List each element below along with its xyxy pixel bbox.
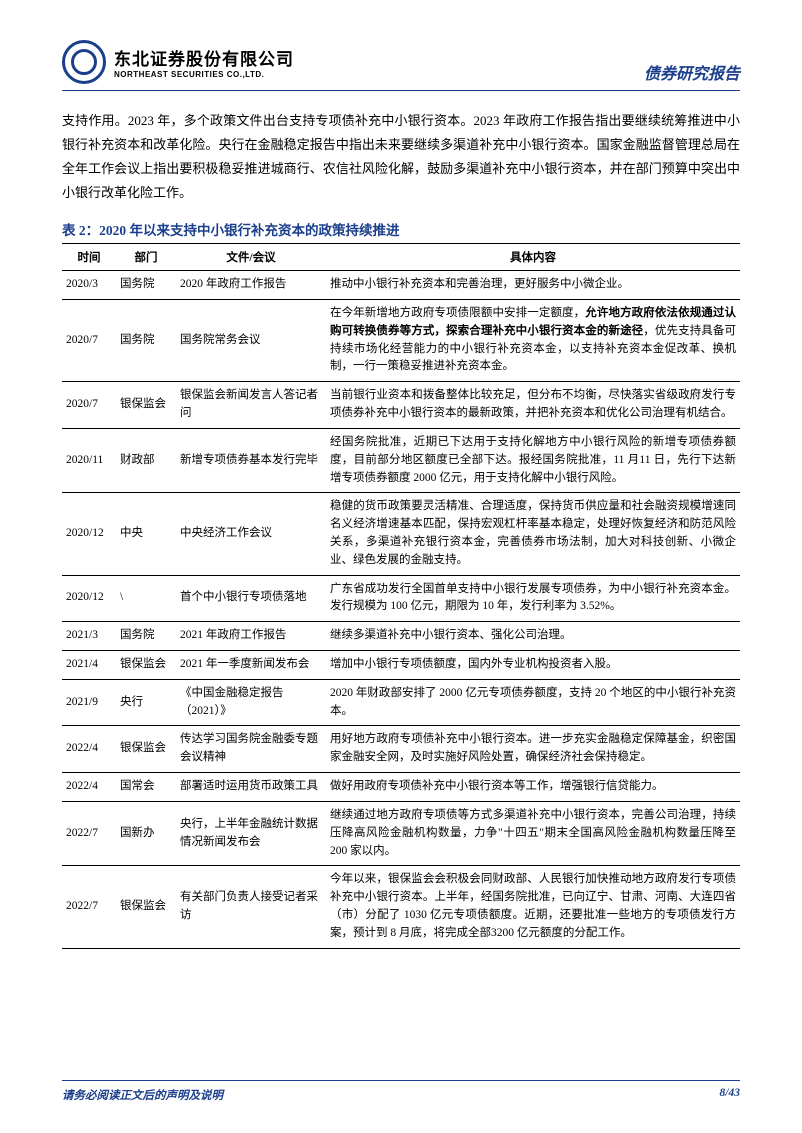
table-row: 2022/4银保监会传达学习国务院金融委专题会议精神用好地方政府专项债补充中小银… xyxy=(62,726,740,773)
cell-dept: 国务院 xyxy=(116,271,176,300)
cell-dept: 银保监会 xyxy=(116,382,176,429)
cell-time: 2021/9 xyxy=(62,679,116,726)
report-type-label: 债券研究报告 xyxy=(644,40,740,84)
cell-time: 2021/3 xyxy=(62,622,116,651)
logo-icon xyxy=(62,40,106,84)
table-row: 2020/11财政部新增专项债券基本发行完毕经国务院批准，近期已下达用于支持化解… xyxy=(62,428,740,492)
cell-doc: 传达学习国务院金融委专题会议精神 xyxy=(176,726,326,773)
company-name-en: NORTHEAST SECURITIES CO.,LTD. xyxy=(114,70,294,79)
cell-content: 今年以来，银保监会会积极会同财政部、人民银行加快推动地方政府发行专项债补充中小银… xyxy=(326,866,740,948)
table-row: 2022/7国新办央行，上半年金融统计数据情况新闻发布会继续通过地方政府专项债等… xyxy=(62,801,740,865)
cell-doc: 央行，上半年金融统计数据情况新闻发布会 xyxy=(176,801,326,865)
table-row: 2020/7国务院国务院常务会议在今年新增地方政府专项债限额中安排一定额度，允许… xyxy=(62,300,740,382)
table-row: 2021/9央行《中国金融稳定报告（2021）》2020 年财政部安排了 200… xyxy=(62,679,740,726)
col-header-doc: 文件/会议 xyxy=(176,244,326,271)
table-row: 2022/4国常会部署适时运用货币政策工具做好用政府专项债补充中小银行资本等工作… xyxy=(62,773,740,802)
table-row: 2021/4银保监会2021 年一季度新闻发布会增加中小银行专项债额度，国内外专… xyxy=(62,651,740,680)
table-row: 2022/7银保监会有关部门负责人接受记者采访今年以来，银保监会会积极会同财政部… xyxy=(62,866,740,948)
cell-content: 稳健的货币政策要灵活精准、合理适度，保持货币供应量和社会融资规模增速同名义经济增… xyxy=(326,493,740,575)
cell-doc: 2020 年政府工作报告 xyxy=(176,271,326,300)
cell-dept: 国新办 xyxy=(116,801,176,865)
cell-content: 做好用政府专项债补充中小银行资本等工作，增强银行信贷能力。 xyxy=(326,773,740,802)
cell-content: 继续多渠道补充中小银行资本、强化公司治理。 xyxy=(326,622,740,651)
table-row: 2020/12\首个中小银行专项债落地广东省成功发行全国首单支持中小银行发展专项… xyxy=(62,575,740,622)
cell-time: 2020/7 xyxy=(62,300,116,382)
cell-dept: 央行 xyxy=(116,679,176,726)
cell-doc: 银保监会新闻发言人答记者问 xyxy=(176,382,326,429)
cell-content: 在今年新增地方政府专项债限额中安排一定额度，允许地方政府依法依规通过认购可转换债… xyxy=(326,300,740,382)
cell-dept: \ xyxy=(116,575,176,622)
cell-time: 2020/7 xyxy=(62,382,116,429)
cell-content: 继续通过地方政府专项债等方式多渠道补充中小银行资本，完善公司治理，持续压降高风险… xyxy=(326,801,740,865)
company-name-cn: 东北证券股份有限公司 xyxy=(114,45,294,70)
cell-dept: 银保监会 xyxy=(116,866,176,948)
cell-doc: 中央经济工作会议 xyxy=(176,493,326,575)
cell-doc: 2021 年政府工作报告 xyxy=(176,622,326,651)
table-row: 2020/7银保监会银保监会新闻发言人答记者问当前银行业资本和拨备整体比较充足，… xyxy=(62,382,740,429)
cell-dept: 国常会 xyxy=(116,773,176,802)
cell-content: 广东省成功发行全国首单支持中小银行发展专项债券，为中小银行补充资本金。发行规模为… xyxy=(326,575,740,622)
cell-doc: 新增专项债券基本发行完毕 xyxy=(176,428,326,492)
page-header: 东北证券股份有限公司 NORTHEAST SECURITIES CO.,LTD.… xyxy=(62,40,740,84)
footer-divider xyxy=(62,1080,740,1081)
table-row: 2020/12中央中央经济工作会议稳健的货币政策要灵活精准、合理适度，保持货币供… xyxy=(62,493,740,575)
cell-content: 用好地方政府专项债补充中小银行资本。进一步充实金融稳定保障基金，织密国家金融安全… xyxy=(326,726,740,773)
cell-time: 2020/11 xyxy=(62,428,116,492)
cell-dept: 中央 xyxy=(116,493,176,575)
header-divider xyxy=(62,90,740,91)
cell-doc: 国务院常务会议 xyxy=(176,300,326,382)
cell-dept: 国务院 xyxy=(116,622,176,651)
page-footer: 请务必阅读正文后的声明及说明 8/43 xyxy=(62,1080,740,1103)
cell-content: 经国务院批准，近期已下达用于支持化解地方中小银行风险的新增专项债券额度，目前部分… xyxy=(326,428,740,492)
cell-doc: 有关部门负责人接受记者采访 xyxy=(176,866,326,948)
cell-time: 2022/4 xyxy=(62,726,116,773)
cell-time: 2020/3 xyxy=(62,271,116,300)
cell-content: 增加中小银行专项债额度，国内外专业机构投资者入股。 xyxy=(326,651,740,680)
cell-time: 2022/4 xyxy=(62,773,116,802)
table-row: 2021/3国务院2021 年政府工作报告继续多渠道补充中小银行资本、强化公司治… xyxy=(62,622,740,651)
col-header-time: 时间 xyxy=(62,244,116,271)
cell-doc: 首个中小银行专项债落地 xyxy=(176,575,326,622)
cell-time: 2020/12 xyxy=(62,493,116,575)
cell-dept: 银保监会 xyxy=(116,651,176,680)
cell-content: 推动中小银行补充资本和完善治理，更好服务中小微企业。 xyxy=(326,271,740,300)
cell-doc: 2021 年一季度新闻发布会 xyxy=(176,651,326,680)
intro-paragraph: 支持作用。2023 年，多个政策文件出台支持专项债补充中小银行资本。2023 年… xyxy=(62,109,740,205)
table-header-row: 时间 部门 文件/会议 具体内容 xyxy=(62,244,740,271)
company-logo-block: 东北证券股份有限公司 NORTHEAST SECURITIES CO.,LTD. xyxy=(62,40,294,84)
table-row: 2020/3国务院2020 年政府工作报告推动中小银行补充资本和完善治理，更好服… xyxy=(62,271,740,300)
col-header-dept: 部门 xyxy=(116,244,176,271)
cell-dept: 国务院 xyxy=(116,300,176,382)
cell-dept: 银保监会 xyxy=(116,726,176,773)
cell-dept: 财政部 xyxy=(116,428,176,492)
policy-table: 时间 部门 文件/会议 具体内容 2020/3国务院2020 年政府工作报告推动… xyxy=(62,243,740,948)
cell-time: 2021/4 xyxy=(62,651,116,680)
cell-content: 2020 年财政部安排了 2000 亿元专项债券额度，支持 20 个地区的中小银… xyxy=(326,679,740,726)
cell-content: 当前银行业资本和拨备整体比较充足，但分布不均衡，尽快落实省级政府发行专项债券补充… xyxy=(326,382,740,429)
cell-doc: 部署适时运用货币政策工具 xyxy=(176,773,326,802)
cell-time: 2022/7 xyxy=(62,801,116,865)
col-header-content: 具体内容 xyxy=(326,244,740,271)
cell-time: 2022/7 xyxy=(62,866,116,948)
footer-disclaimer: 请务必阅读正文后的声明及说明 xyxy=(62,1087,223,1103)
table-title: 表 2：2020 年以来支持中小银行补充资本的政策持续推进 xyxy=(62,219,740,239)
cell-time: 2020/12 xyxy=(62,575,116,622)
page-number: 8/43 xyxy=(720,1087,740,1103)
cell-doc: 《中国金融稳定报告（2021）》 xyxy=(176,679,326,726)
